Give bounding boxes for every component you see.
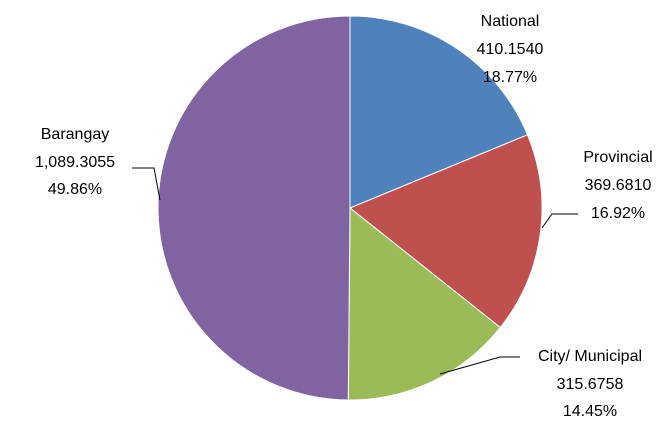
leader-line <box>439 356 520 375</box>
value-label: 369.6810 <box>585 177 652 194</box>
slice-label: City/ Municipal <box>538 348 642 365</box>
percent-label: 49.86% <box>48 181 102 198</box>
slice-label: National <box>481 13 540 30</box>
slice-label: Provincial <box>583 149 652 166</box>
value-label: 410.1540 <box>477 41 544 58</box>
leader-line <box>541 213 578 229</box>
value-label: 1,089.3055 <box>35 154 115 171</box>
pie-slice <box>347 206 501 401</box>
pie-slice <box>349 15 529 209</box>
value-label: 315.6758 <box>557 376 624 393</box>
pie-slice <box>157 15 351 401</box>
slice-label: Barangay <box>41 126 110 143</box>
percent-label: 14.45% <box>563 403 617 420</box>
percent-label: 16.92% <box>591 205 645 222</box>
pie-slice <box>349 134 543 329</box>
percent-label: 18.77% <box>483 69 537 86</box>
leader-line <box>132 167 161 201</box>
